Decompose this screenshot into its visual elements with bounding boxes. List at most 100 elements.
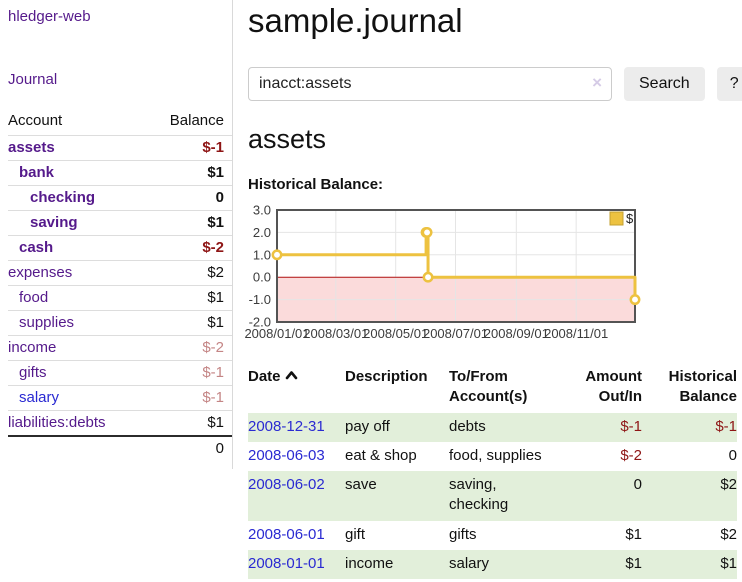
account-link[interactable]: expenses [8, 264, 73, 281]
account-row: food $1 [8, 285, 232, 311]
transaction-date-link[interactable]: 2008-12-31 [248, 417, 325, 435]
help-button[interactable]: ? [716, 67, 742, 101]
column-header-tofrom: To/From Account(s) [449, 368, 528, 406]
transaction-accounts: gifts [449, 525, 477, 543]
account-row: saving $1 [8, 210, 232, 236]
account-link[interactable]: income [8, 339, 57, 356]
account-link[interactable]: gifts [19, 364, 47, 381]
transaction-row: 2008-06-02 save saving, checking 0 $2 [248, 471, 737, 521]
chart-title: Historical Balance: [248, 176, 384, 193]
transaction-amount: $1 [625, 554, 642, 572]
account-balance: $-1 [144, 135, 232, 161]
account-row: salary $-1 [8, 385, 232, 411]
svg-text:0.0: 0.0 [253, 270, 271, 285]
column-header-amount: Amount Out/In [585, 368, 642, 406]
transaction-amount: $1 [625, 525, 642, 543]
account-balance: $-2 [144, 235, 232, 261]
transaction-date-link[interactable]: 2008-06-01 [248, 525, 325, 543]
main-content: sample.journal × Search ? assets Histori… [233, 0, 742, 579]
search-input[interactable] [248, 67, 612, 101]
transaction-accounts: salary [449, 554, 490, 572]
account-balance: $-1 [144, 360, 232, 386]
account-link[interactable]: bank [19, 164, 55, 181]
accounts-body: assets $-1 bank $1 checking 0 saving $1 … [8, 135, 232, 436]
svg-text:-1.0: -1.0 [249, 292, 271, 307]
transaction-balance: $2 [720, 525, 737, 543]
sidebar-item-journal[interactable]: Journal [8, 71, 58, 88]
account-link[interactable]: assets [8, 139, 55, 156]
transaction-date-link[interactable]: 2008-01-01 [248, 554, 325, 572]
svg-text:2008/03/01: 2008/03/01 [303, 326, 368, 341]
transaction-row: 2008-06-03 eat & shop food, supplies $-2… [248, 442, 737, 471]
search-form: × Search ? [248, 67, 742, 101]
account-link[interactable]: saving [30, 214, 78, 231]
clear-search-icon[interactable]: × [592, 73, 602, 92]
sort-ascending-icon [285, 371, 297, 380]
transaction-date-link[interactable]: 2008-06-03 [248, 446, 325, 464]
svg-text:2008/07/01: 2008/07/01 [423, 326, 488, 341]
account-row: checking 0 [8, 185, 232, 211]
account-balance: $1 [144, 410, 232, 436]
account-row: gifts $-1 [8, 360, 232, 386]
transactions-table: Date Description To/From Account(s) Amou… [248, 365, 737, 579]
page-title: sample.journal [248, 2, 463, 39]
column-header-date[interactable]: Date [248, 365, 345, 413]
transaction-balance: $-1 [715, 417, 737, 435]
account-row: income $-2 [8, 335, 232, 361]
svg-text:-2.0: -2.0 [249, 315, 271, 330]
column-header-description: Description [345, 368, 428, 385]
transaction-row: 2008-12-31 pay off debts $-1 $-1 [248, 412, 737, 442]
account-balance: 0 [144, 185, 232, 211]
account-balance: $-1 [144, 385, 232, 411]
accounts-total-value: 0 [144, 435, 232, 461]
account-balance: $-2 [144, 335, 232, 361]
account-link[interactable]: food [19, 289, 49, 306]
account-balance: $2 [144, 260, 232, 286]
accounts-table: Account Balance assets $-1 bank $1 check… [8, 109, 232, 461]
accounts-header-account: Account [8, 112, 63, 129]
account-link[interactable]: supplies [19, 314, 75, 331]
transaction-description: save [345, 476, 377, 493]
svg-text:2008/01/01: 2008/01/01 [244, 326, 309, 341]
transaction-amount: $-1 [620, 417, 642, 435]
account-link[interactable]: salary [19, 389, 60, 406]
historical-balance-chart: 2008/01/012008/03/012008/05/012008/07/01… [244, 203, 641, 341]
account-link[interactable]: cash [19, 239, 54, 256]
account-row: assets $-1 [8, 135, 232, 161]
svg-text:2008/09/01: 2008/09/01 [484, 326, 549, 341]
transaction-row: 2008-01-01 income salary $1 $1 [248, 549, 737, 579]
column-header-balance: Historical Balance [668, 368, 737, 406]
sidebar: hledger-web Journal Account Balance asse… [0, 0, 233, 469]
account-balance: $1 [144, 285, 232, 311]
transaction-description: income [345, 554, 394, 572]
transaction-accounts: food, supplies [449, 446, 542, 464]
svg-text:2008/05/01: 2008/05/01 [363, 326, 428, 341]
accounts-total-row: 0 [8, 435, 232, 461]
transaction-description: pay off [345, 417, 390, 435]
svg-text:2008/11/01: 2008/11/01 [544, 326, 608, 341]
svg-text:2.0: 2.0 [253, 225, 271, 240]
account-link[interactable]: liabilities:debts [8, 414, 106, 431]
search-button[interactable]: Search [624, 67, 705, 101]
accounts-header-row: Account Balance [8, 109, 232, 136]
transaction-accounts: saving, checking [449, 476, 509, 514]
transaction-accounts: debts [449, 417, 486, 435]
date-header-label: Date [248, 368, 281, 385]
search-input-wrap: × [248, 67, 612, 101]
transactions-body: 2008-12-31 pay off debts $-1 $-1 2008-06… [248, 412, 737, 579]
app-brand-link[interactable]: hledger-web [8, 8, 91, 25]
account-row: bank $1 [8, 160, 232, 186]
account-balance: $1 [144, 160, 232, 186]
transaction-date-link[interactable]: 2008-06-02 [248, 476, 325, 493]
account-link[interactable]: checking [30, 189, 96, 206]
transactions-header-row: Date Description To/From Account(s) Amou… [248, 365, 737, 413]
transaction-balance: $1 [720, 554, 737, 572]
svg-text:1.0: 1.0 [253, 247, 271, 262]
account-heading: assets [248, 124, 327, 154]
transaction-amount: $-2 [620, 446, 642, 464]
transaction-row: 2008-06-01 gift gifts $1 $2 [248, 521, 737, 550]
account-row: supplies $1 [8, 310, 232, 336]
svg-text:3.0: 3.0 [253, 203, 271, 218]
transaction-balance: 0 [728, 446, 737, 464]
